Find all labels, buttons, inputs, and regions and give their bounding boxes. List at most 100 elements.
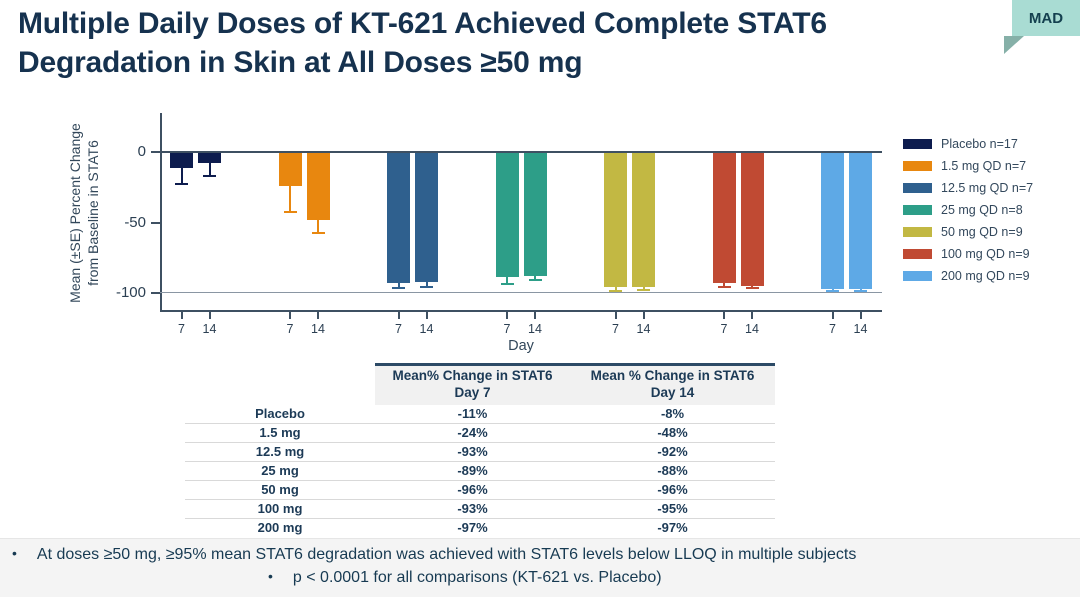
y-axis-title-line1: Mean (±SE) Percent Change [66, 123, 83, 303]
legend-label: 200 mg QD n=9 [941, 268, 1030, 283]
x-tick-label: 7 [503, 322, 511, 336]
y-tick-mark [151, 221, 160, 224]
bar-1-5mg-day7 [278, 152, 302, 186]
error-bar-cap [609, 290, 622, 293]
error-bar-line [180, 167, 183, 183]
table-row: 1.5 mg -24% -48% [185, 424, 775, 443]
legend-item-200mg: 200 mg QD n=9 [903, 268, 1033, 283]
bar-100mg-day7 [712, 152, 736, 284]
legend-item-50mg: 50 mg QD n=9 [903, 224, 1033, 239]
x-tick-label: 7 [286, 322, 294, 336]
bar-50mg-day14 [632, 152, 655, 288]
x-tick-label: 7 [395, 322, 402, 336]
x-tick-mark [723, 312, 725, 319]
table-row: Placebo -11% -8% [185, 405, 775, 424]
legend-label: 50 mg QD n=9 [941, 224, 1023, 239]
y-tick-mark [151, 292, 160, 294]
legend-swatch-icon [903, 160, 932, 171]
error-bar-cap [745, 287, 759, 290]
chart-legend: Placebo n=17 1.5 mg QD n=7 12.5 mg QD n=7 2… [903, 136, 1033, 283]
page-title: Multiple Daily Doses of KT-621 Achieved … [18, 7, 827, 79]
day14-value: -96% [657, 481, 688, 497]
footnote-2: • p < 0.0001 for all comparisons (KT-621 … [268, 568, 662, 587]
error-bar-cap [203, 174, 216, 177]
error-bar-line [723, 283, 725, 286]
y-tick-label: -100 [115, 284, 146, 301]
plot-area: 0 -50 -100 7 14 7 14 7 14 7 14 7 14 7 14 7 14 [116, 113, 882, 336]
table-row: 100 mg -93% -95% [185, 500, 775, 519]
bullet-icon: • [268, 568, 273, 584]
legend-label: 25 mg QD n=8 [941, 202, 1023, 217]
x-tick-mark [534, 312, 536, 319]
legend-swatch-icon [903, 138, 932, 149]
table-header-day7: Mean% Change in STAT6 Day 7 [375, 363, 570, 405]
summary-table: Mean% Change in STAT6 Day 7 Mean % Chang… [185, 363, 775, 537]
x-axis-title: Day [508, 338, 534, 354]
legend-item-12-5mg: 12.5 mg QD n=7 [903, 180, 1033, 195]
error-bar-line [534, 276, 536, 279]
mad-badge-label: MAD [1028, 9, 1064, 27]
ribbon-fold-icon [1004, 36, 1024, 54]
day7-value: -11% [457, 405, 488, 421]
day7-value: -96% [457, 481, 488, 497]
legend-swatch-icon [903, 182, 932, 193]
bar-12-5mg-day7 [387, 152, 410, 284]
x-tick-label: 14 [419, 322, 434, 336]
legend-label: 100 mg QD n=9 [941, 246, 1030, 261]
x-tick-mark [180, 312, 183, 319]
x-tick-label: 7 [829, 322, 836, 336]
bar-25mg-day7 [495, 152, 519, 278]
error-bar-line [208, 163, 211, 175]
row-label: 50 mg [261, 481, 299, 497]
error-bar-line [425, 281, 428, 286]
bar-200mg-day7 [821, 152, 844, 289]
day14-value: -95% [657, 500, 688, 516]
table-header-day14-line1: Mean % Change in STAT6 [590, 368, 755, 383]
legend-item-placebo: Placebo n=17 [903, 136, 1033, 151]
table-header-day7-line2: Day 7 [454, 384, 491, 400]
bar-placebo-day7 [170, 152, 193, 168]
row-label: 25 mg [261, 462, 299, 478]
error-bar-line [831, 288, 834, 291]
day14-value: -97% [657, 519, 688, 535]
legend-item-25mg: 25 mg QD n=8 [903, 202, 1033, 217]
bar-12-5mg-day14 [415, 152, 438, 282]
error-bar-line [614, 287, 617, 291]
x-tick-mark [614, 312, 617, 319]
x-tick-label: 7 [720, 322, 728, 336]
x-tick-label: 14 [636, 322, 651, 336]
bar-200mg-day14 [849, 152, 872, 289]
row-label: Placebo [255, 405, 305, 421]
y-tick-label: -50 [124, 213, 146, 231]
footnote-1: • At doses ≥50 mg, ≥95% mean STAT6 degrad… [12, 545, 856, 564]
legend-swatch-icon [903, 270, 932, 281]
legend-swatch-icon [903, 248, 932, 259]
x-tick-label: 14 [311, 322, 325, 336]
day7-value: -93% [457, 443, 488, 459]
table-row: 50 mg -96% -96% [185, 481, 775, 500]
table-header-day14: Mean % Change in STAT6 Day 14 [570, 363, 775, 405]
x-tick-mark [506, 312, 508, 319]
y-axis-title-line2: from Baseline in STAT6 [85, 140, 101, 286]
bar-50mg-day7 [604, 152, 627, 288]
y-axis-spine [160, 113, 162, 312]
x-tick-mark [751, 312, 753, 319]
gridline-minus-100 [160, 292, 882, 293]
day14-value: -92% [657, 443, 688, 459]
row-label: 200 mg [257, 519, 303, 535]
legend-item-100mg: 100 mg QD n=9 [903, 246, 1033, 261]
table-header-row: Mean% Change in STAT6 Day 7 Mean % Chang… [185, 363, 775, 405]
error-bar-cap [637, 288, 650, 291]
error-bar-line [642, 287, 645, 289]
legend-label: 1.5 mg QD n=7 [941, 158, 1027, 173]
legend-swatch-icon [903, 226, 932, 237]
y-tick-label: 0 [137, 143, 146, 160]
mad-badge: MAD [1004, 0, 1080, 54]
error-bar-line [289, 185, 291, 212]
x-tick-mark [642, 312, 645, 319]
error-bar-cap [311, 232, 325, 235]
bar-100mg-day14 [740, 152, 764, 286]
y-tick-mark [151, 151, 160, 153]
error-bar-cap [500, 283, 514, 286]
day7-value: -24% [457, 424, 488, 440]
